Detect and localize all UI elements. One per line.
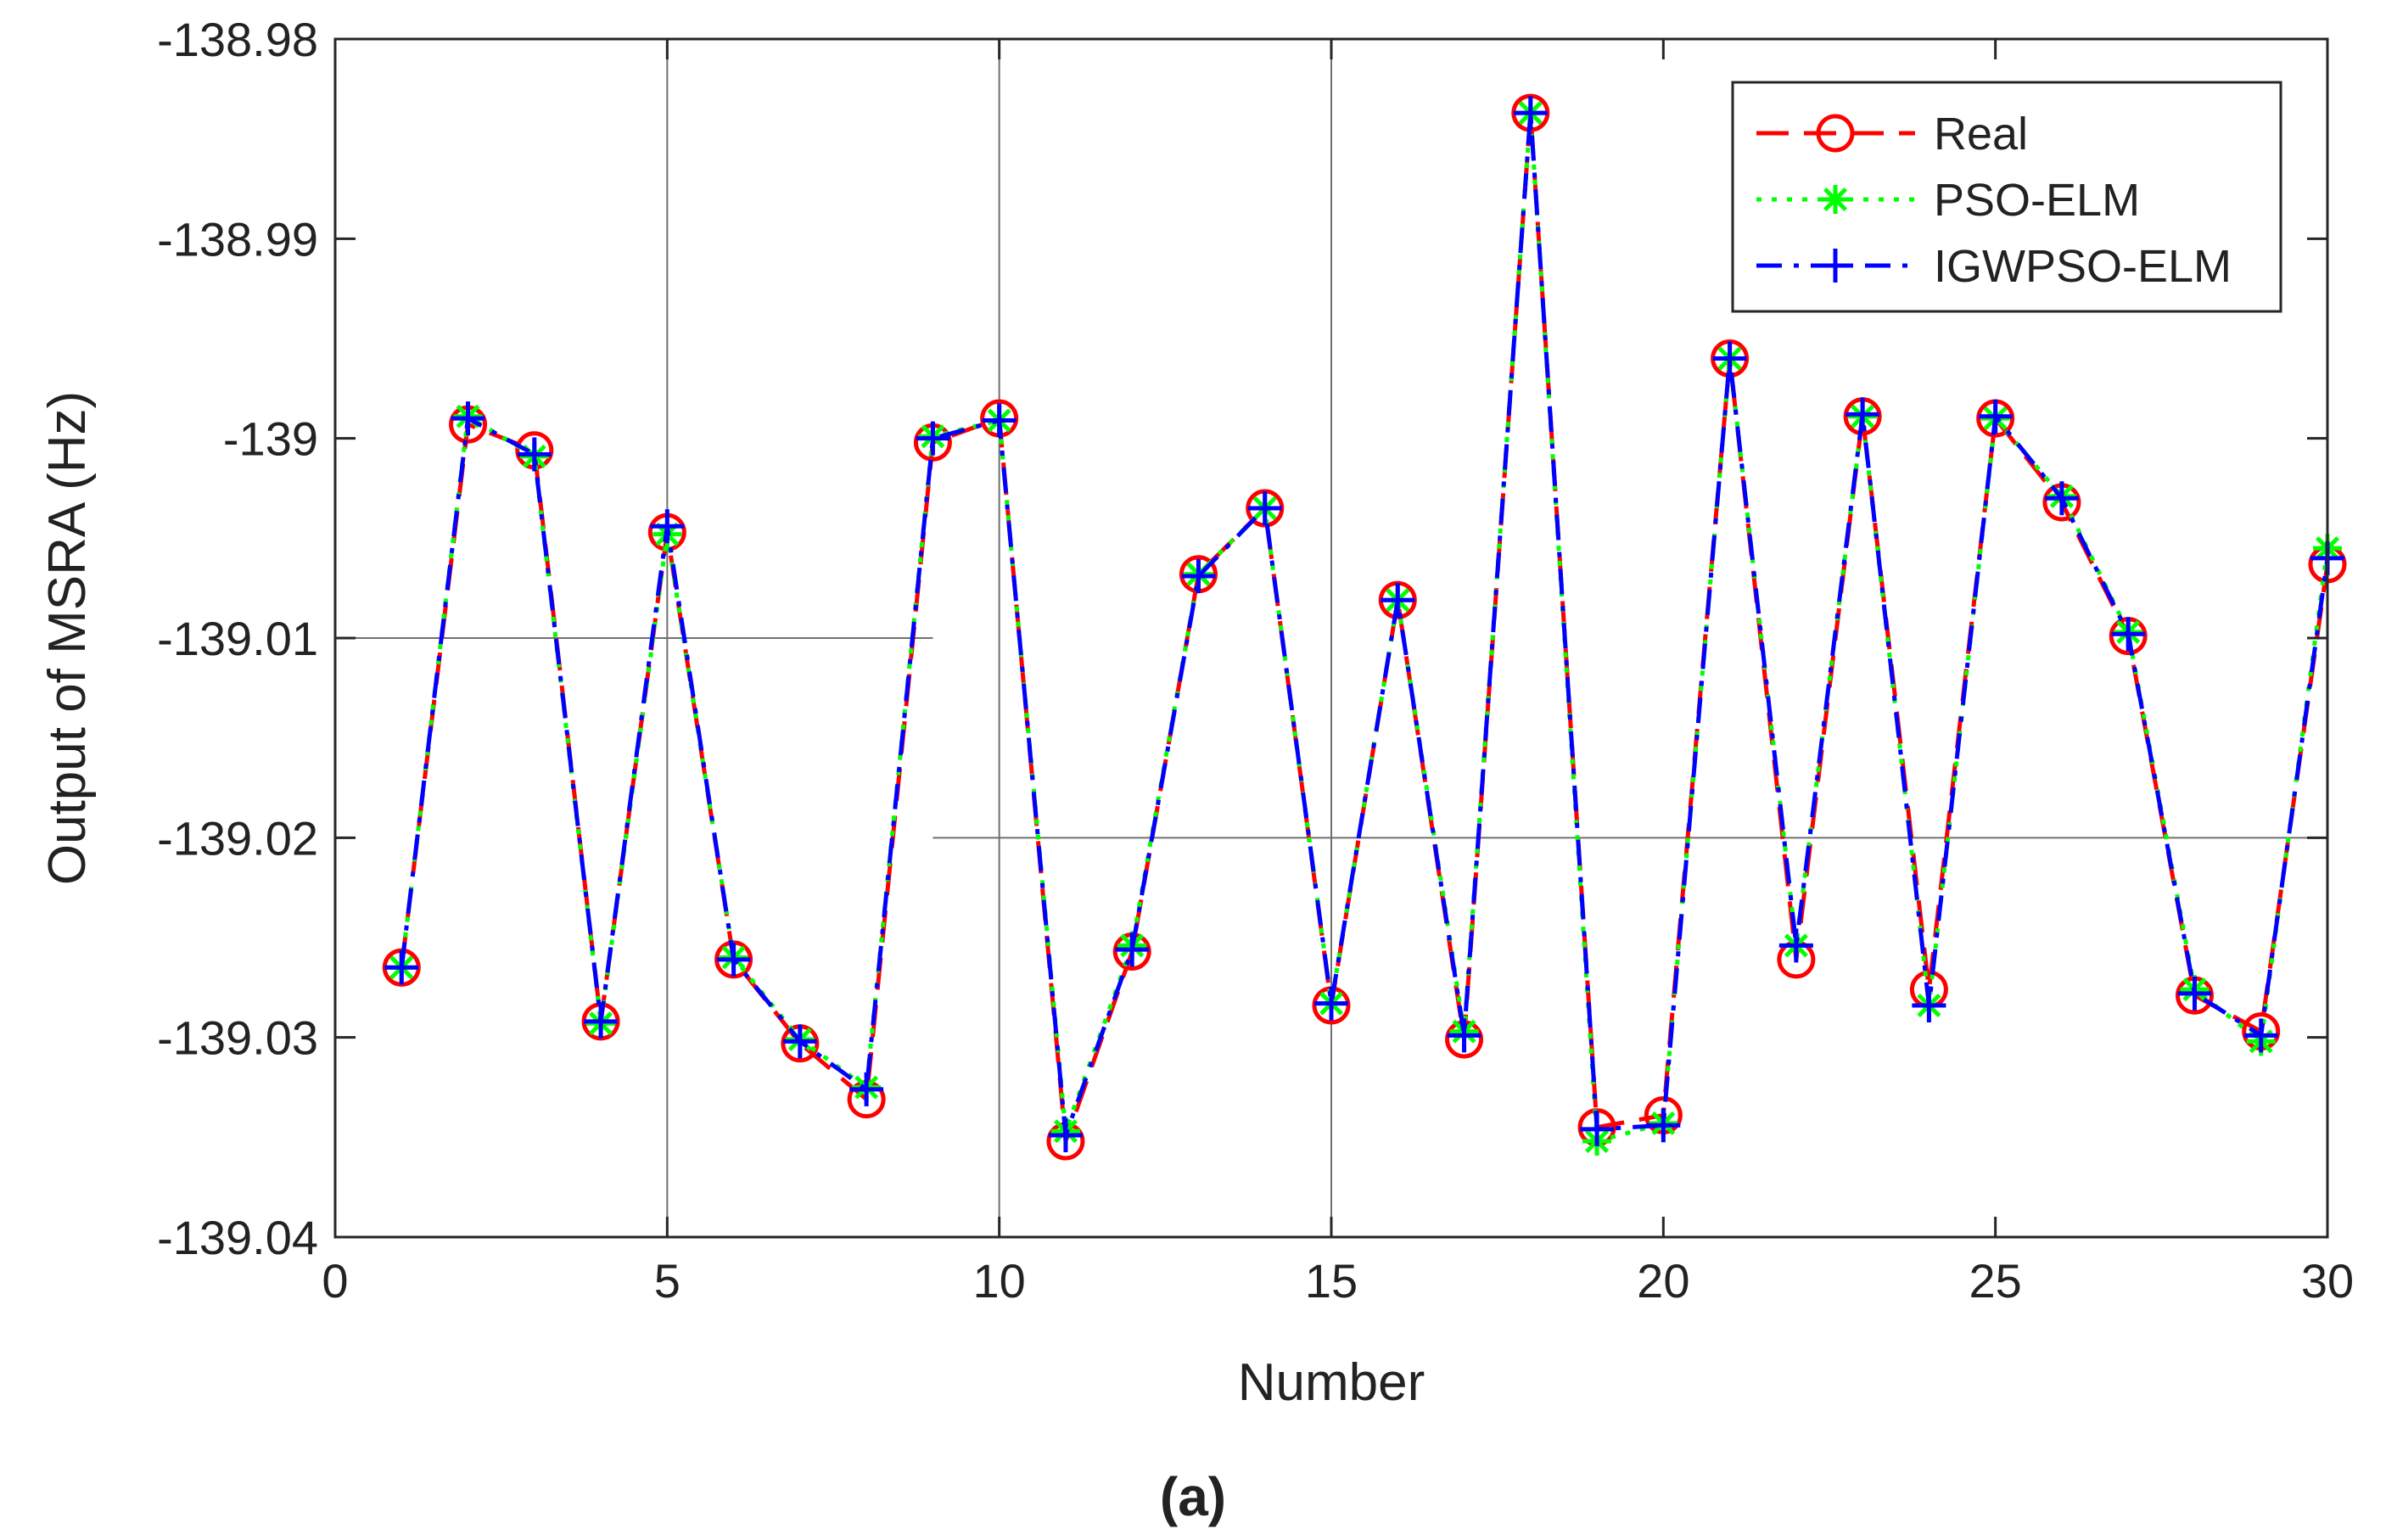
igwpso-elm-marker-plus [1818,249,1852,283]
series-line-pso-elm [399,110,2330,1144]
igwpso-elm-marker-plus [982,403,1017,438]
x-axis-title: Number [1238,1353,1425,1412]
igwpso-elm-marker-plus [916,421,950,456]
igwpso-elm-marker-plus [1712,341,1747,376]
y-tick-label: -138.99 [157,212,318,266]
igwpso-elm-marker-plus [1314,986,1348,1021]
axis-ticks: 0 5 10 15 20 25 30 -138.98 -138.99 -139 -139.01 -13… [157,13,2354,1308]
x-tick-label: 10 [973,1254,1026,1308]
igwpso-elm-marker-plus [1580,1112,1615,1146]
real-marker-circle [1816,114,1855,153]
y-tick-label: -139.02 [157,811,318,865]
igwpso-elm-marker-plus [517,437,552,472]
y-tick-label: -138.98 [157,13,318,66]
igwpso-elm-marker-plus [1381,583,1415,618]
igwpso-elm-marker-plus [2111,617,2146,652]
igwpso-elm-marker-plus [584,1004,619,1039]
igwpso-elm-marker-plus [2044,481,2079,516]
legend-entry-igwpso-elm: IGWPSO-ELM [1756,241,2232,292]
igwpso-elm-marker-plus [1912,988,1946,1023]
igwpso-elm-marker-plus [384,950,419,985]
y-tick-label: -139.01 [157,612,318,665]
series-igwpso-elm [384,96,2344,1152]
igwpso-elm-marker-plus [1846,397,1880,432]
legend-label: PSO-ELM [1934,175,2140,226]
igwpso-elm-marker-plus [1513,96,1548,131]
legend: Real PSO-ELM IGWPSO-ELM [1731,81,2282,313]
legend-entry-real: Real [1756,109,2028,160]
y-tick-label: -139.03 [157,1011,318,1065]
legend-label: IGWPSO-ELM [1934,241,2232,292]
igwpso-elm-marker-plus [1247,491,1282,526]
y-tick-label: -139.04 [157,1211,318,1264]
igwpso-elm-marker-plus [716,942,751,977]
igwpso-elm-marker-plus [2243,1018,2278,1053]
igwpso-elm-marker-plus [782,1024,817,1059]
y-axis-title: Output of MSRA (Hz) [38,391,97,885]
x-tick-label: 30 [2301,1254,2354,1308]
igwpso-elm-marker-plus [1447,1018,1481,1053]
x-tick-label: 0 [322,1254,348,1308]
x-tick-label: 25 [1969,1254,2022,1308]
y-tick-label: -139 [223,412,318,466]
legend-entry-pso-elm: PSO-ELM [1756,175,2140,226]
x-tick-label: 5 [654,1254,681,1308]
igwpso-elm-marker-plus [1646,1108,1681,1143]
igwpso-elm-marker-plus [451,401,485,436]
grid-lines [335,39,2327,1237]
igwpso-elm-marker-plus [1115,932,1150,967]
igwpso-elm-marker-plus [650,509,685,544]
pso-elm-marker-asterisk [1821,185,1850,214]
igwpso-elm-marker-plus [849,1072,884,1106]
figure-caption: (a) [1160,1466,1226,1527]
igwpso-elm-marker-plus [1978,399,2013,434]
igwpso-elm-marker-plus [1778,928,1813,963]
series-line-igwpso-elm [399,110,2330,1138]
igwpso-elm-marker-plus [1048,1117,1083,1152]
igwpso-elm-marker-plus [2177,976,2212,1011]
x-tick-label: 20 [1637,1254,1689,1308]
x-tick-label: 15 [1305,1254,1358,1308]
igwpso-elm-marker-plus [1181,559,1216,594]
legend-label: Real [1934,109,2028,160]
data-series [382,93,2347,1161]
